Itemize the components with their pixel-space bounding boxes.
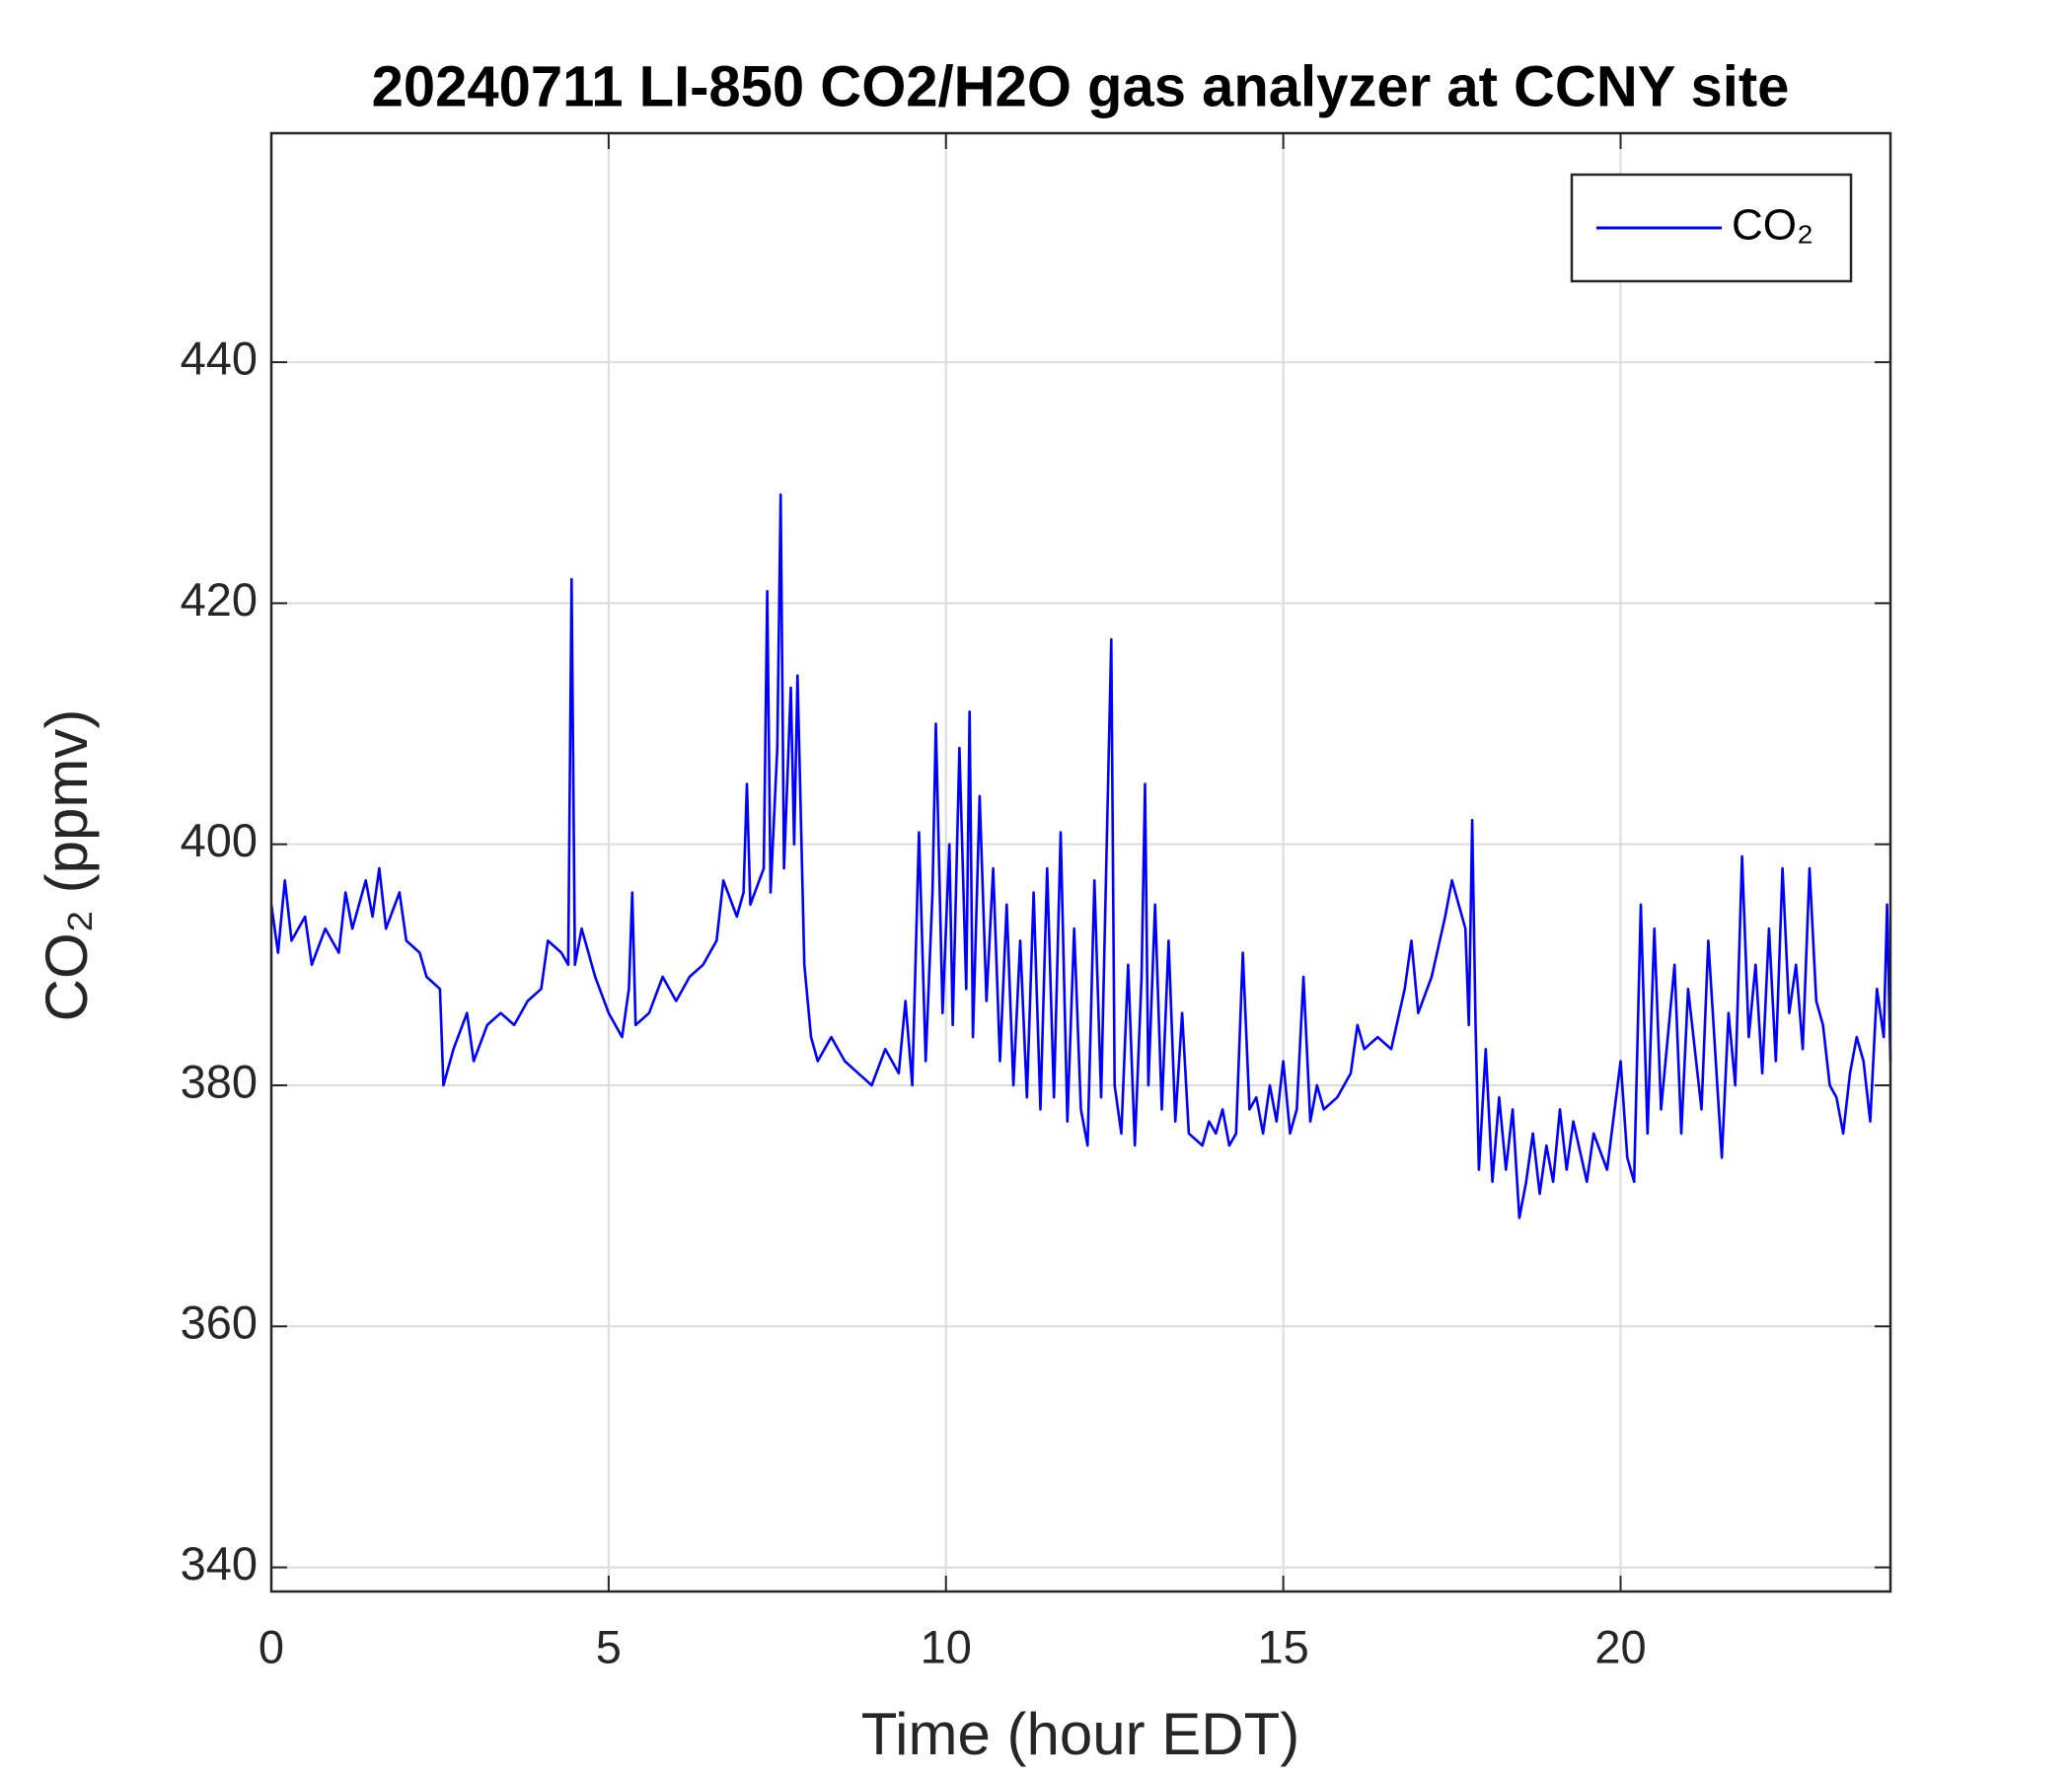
y-tick-label: 440: [181, 333, 258, 385]
data-line: [269, 493, 1892, 1220]
x-tick-label: 20: [1594, 1620, 1646, 1672]
legend-label: CO₂: [1732, 201, 1813, 250]
y-tick-label: 420: [181, 573, 258, 626]
plot-area: [269, 493, 1892, 1220]
y-tick-label: 360: [181, 1296, 258, 1349]
chart-title: 20240711 LI-850 CO2/H2O gas analyzer at …: [372, 54, 1790, 118]
x-tick-label: 15: [1257, 1620, 1308, 1672]
x-axis-label: Time (hour EDT): [861, 1701, 1300, 1767]
legend: CO₂: [1570, 173, 1853, 283]
x-tick-label: 5: [596, 1620, 622, 1672]
x-tick-label: 10: [921, 1620, 972, 1672]
y-tick-label: 340: [181, 1537, 258, 1590]
x-tick-label: 0: [259, 1620, 284, 1672]
axes-box: [269, 131, 1892, 1593]
y-tick-label: 380: [181, 1055, 258, 1107]
y-axis-label: CO₂ (ppmv): [34, 709, 100, 1022]
y-tick-label: 400: [181, 814, 258, 866]
